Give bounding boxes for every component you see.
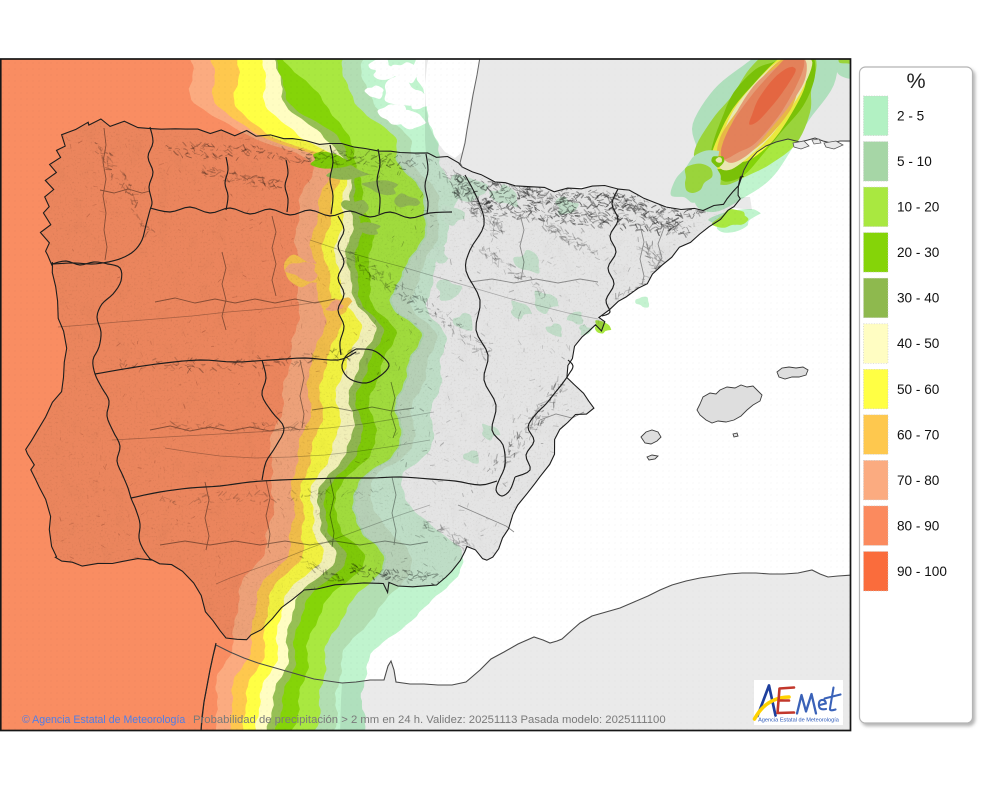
svg-text:Agencia Estatal de Meteorologí: Agencia Estatal de Meteorología [758,718,840,724]
svg-text:2 - 5: 2 - 5 [897,109,924,124]
svg-text:Probabilidad de precipitación: Probabilidad de precipitación > 2 mm en … [193,714,666,726]
svg-text:%: % [906,69,925,93]
svg-text:20 - 30: 20 - 30 [897,245,940,260]
svg-text:10 - 20: 10 - 20 [897,200,940,215]
svg-text:40 - 50: 40 - 50 [897,336,940,351]
svg-text:90 - 100: 90 - 100 [897,564,947,579]
svg-text:© Agencia Estatal de Meteorolo: © Agencia Estatal de Meteorología [22,714,185,726]
svg-text:50 - 60: 50 - 60 [897,382,940,397]
svg-text:30 - 40: 30 - 40 [897,291,940,306]
svg-text:5 - 10: 5 - 10 [897,154,932,169]
svg-text:70 - 80: 70 - 80 [897,473,940,488]
svg-text:60 - 70: 60 - 70 [897,427,940,442]
svg-text:80 - 90: 80 - 90 [897,519,940,534]
